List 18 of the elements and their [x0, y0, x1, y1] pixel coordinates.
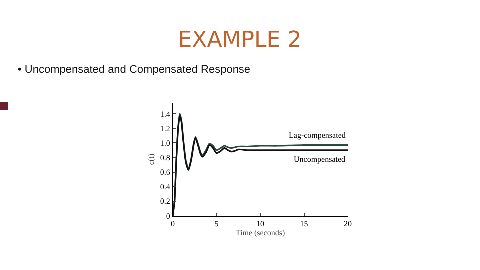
x-tick-label: 10 [256, 220, 264, 229]
y-axis-title: c(t) [147, 154, 156, 166]
y-tick-label: 1.4 [160, 110, 170, 119]
chart-subtitle: • Uncompensated and Compensated Response [18, 64, 251, 76]
chart-title: EXAMPLE 2 [177, 28, 303, 53]
y-tick-label: 0.4 [160, 182, 170, 192]
y-tick-label: 1.2 [160, 124, 170, 134]
x-tick-label: 15 [300, 220, 308, 229]
y-tick-label: 1.0 [160, 138, 170, 148]
y-tick-label: 0.2 [160, 197, 170, 206]
series-label: Lag-compensated [289, 131, 346, 140]
y-tick-label: 0 [166, 212, 170, 221]
x-tick-label: 5 [214, 220, 219, 229]
y-tick-label: 0.8 [160, 153, 170, 162]
y-tick-label: 0.6 [160, 168, 170, 178]
series-label: Uncompensated [294, 155, 346, 164]
x-tick-label: 20 [344, 220, 352, 229]
x-axis-title: Time (seconds) [236, 228, 286, 238]
